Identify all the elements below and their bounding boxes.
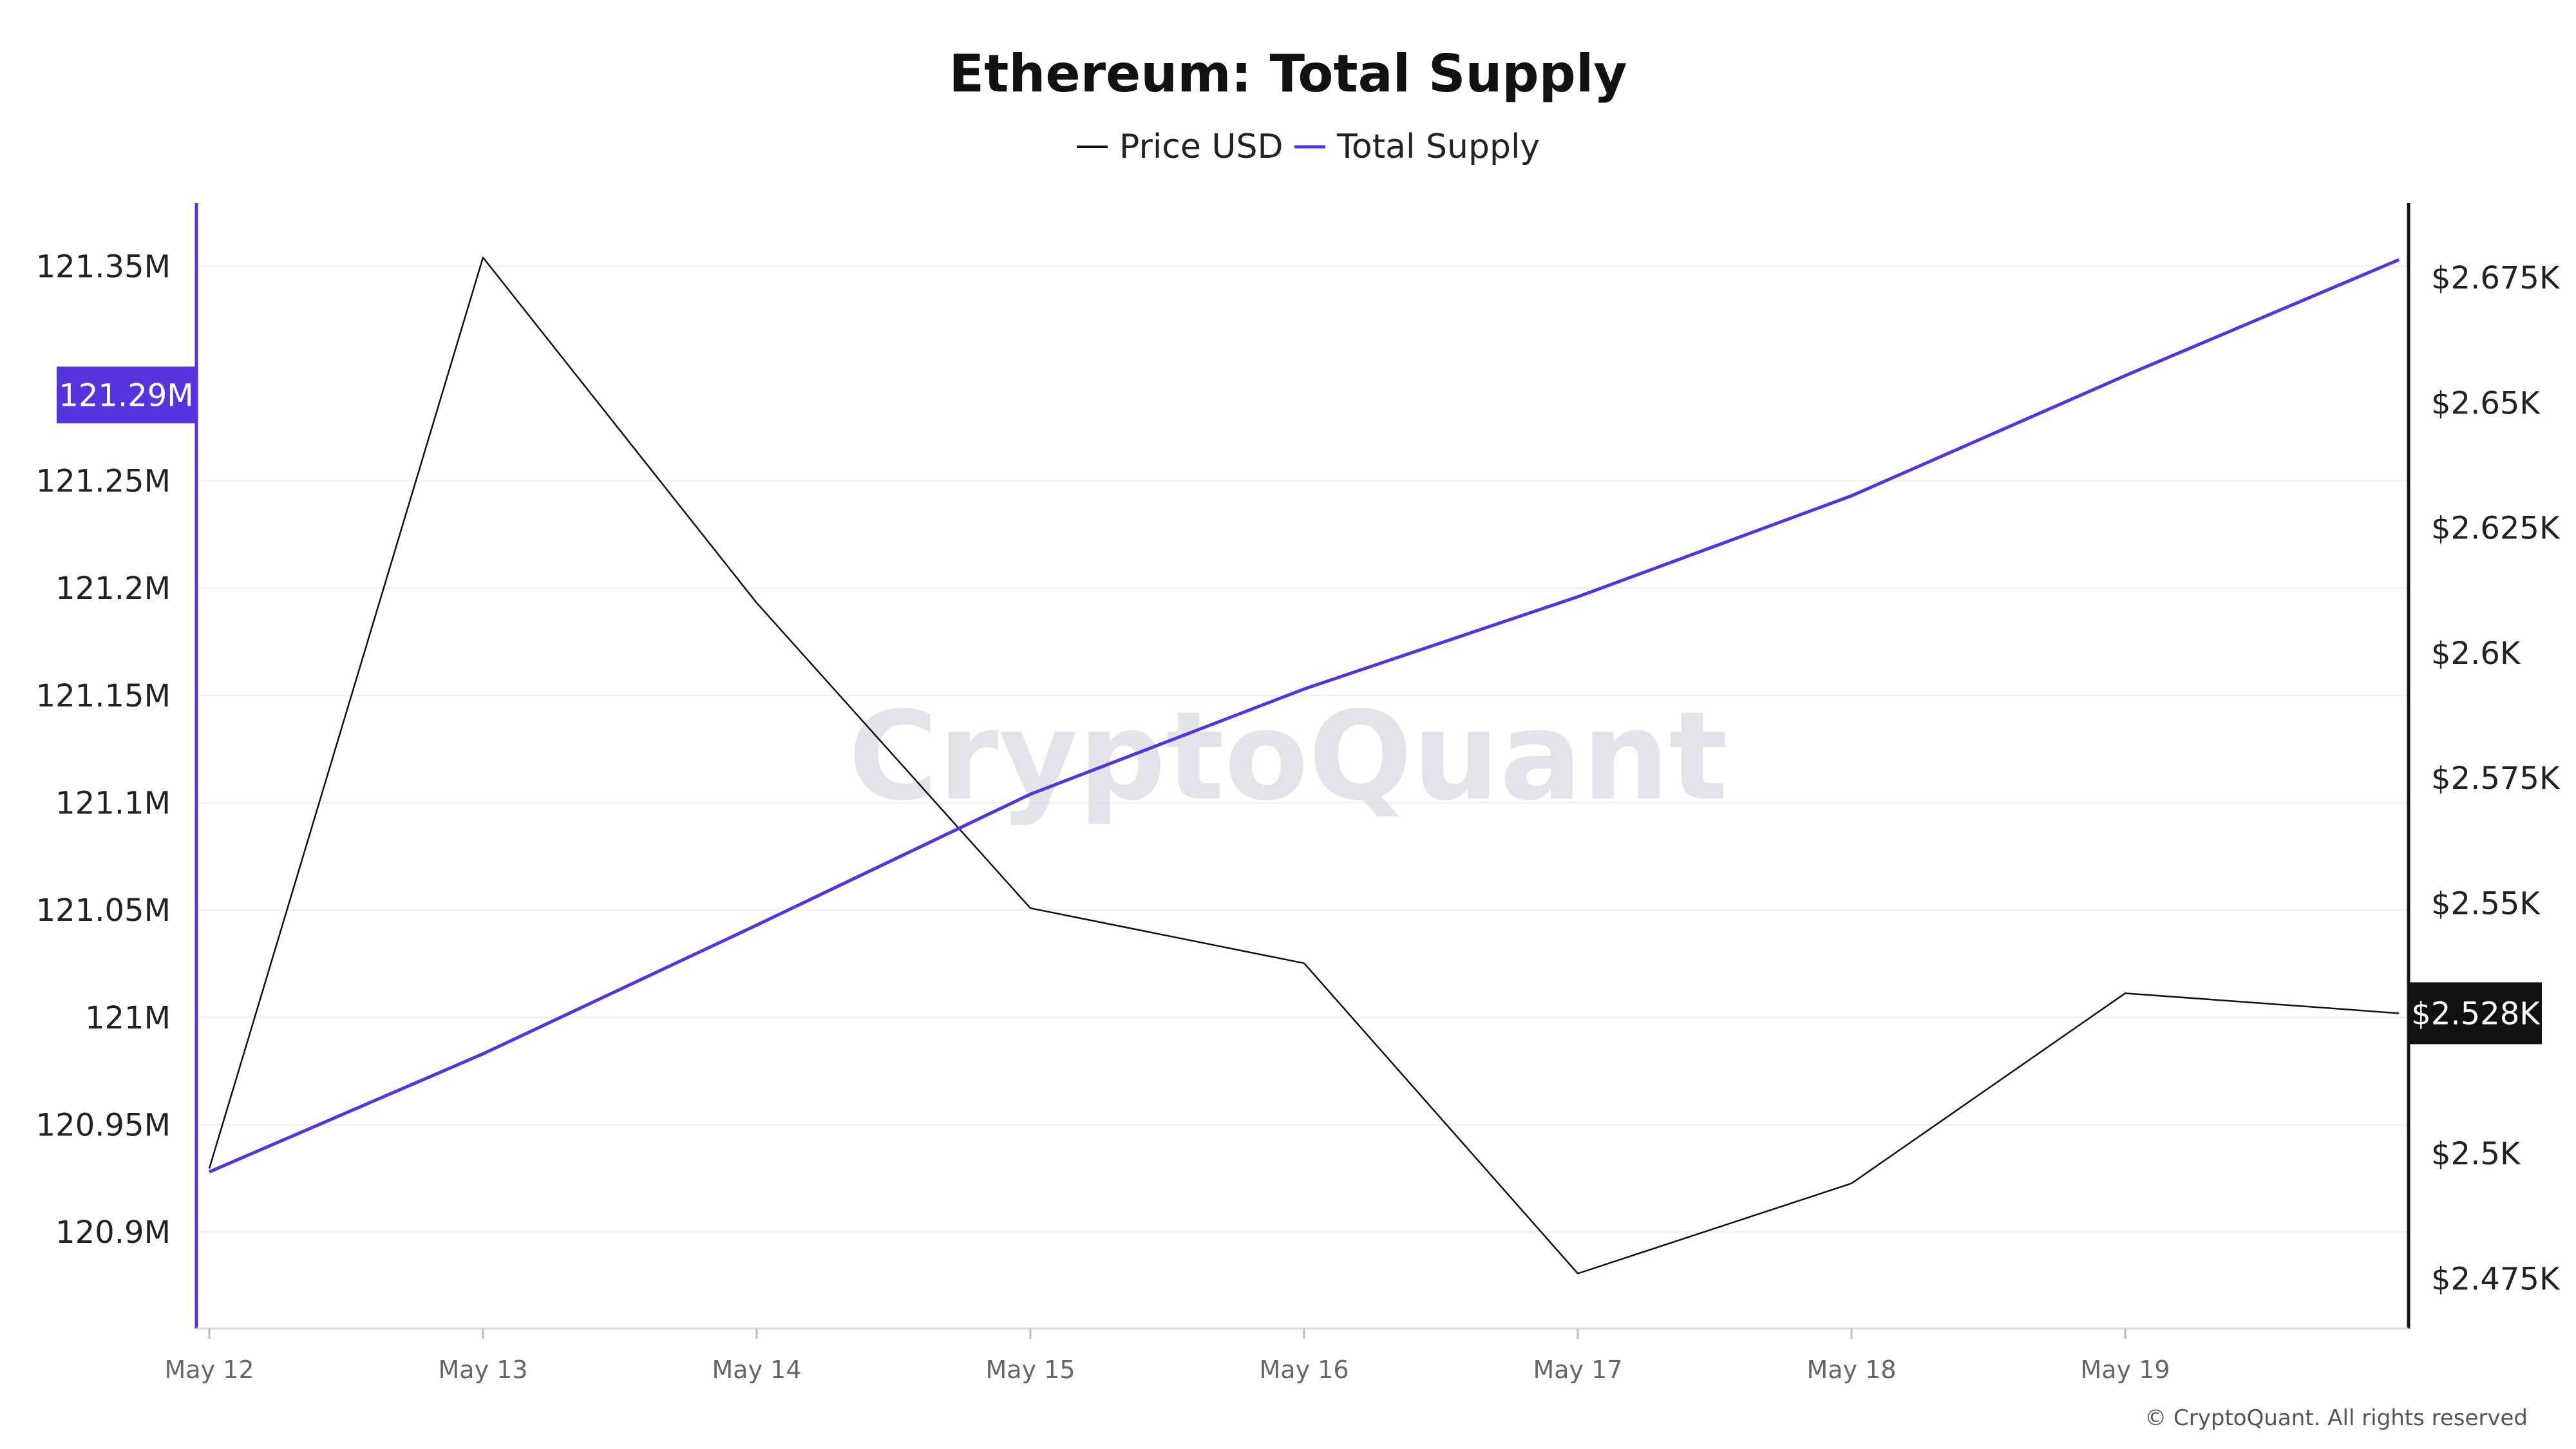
left-value-badge: [57, 366, 195, 424]
data-point: [2125, 375, 2126, 376]
right-tick-label: $2.675K: [2431, 260, 2561, 296]
right-tick-label: $2.65K: [2431, 385, 2541, 421]
x-tick-label: May 15: [986, 1356, 1075, 1384]
x-tick-label: May 17: [1533, 1356, 1623, 1384]
right-value-badge: [2410, 982, 2542, 1045]
watermark: CryptoQuant: [848, 685, 1727, 828]
data-point: [482, 257, 484, 258]
series: [208, 256, 2400, 1274]
x-axis-ticks: May 12 May 13 May 14 May 15 May 16 May 17 May …: [165, 1329, 2170, 1384]
data-point: [1030, 793, 1031, 795]
chart-title: Ethereum: Total Supply: [949, 44, 1627, 104]
data-point: [209, 1168, 210, 1169]
right-tick-label: $2.55K: [2431, 886, 2541, 922]
legend-item-supply[interactable]: Total Supply: [1294, 128, 1540, 166]
legend: Price USD Total Supply: [1077, 128, 1540, 166]
right-axis-ticks: $2.475K $2.5K $2.55K $2.575K $2.6K $2.625K $2.…: [2431, 260, 2561, 1297]
left-tick-label: 121.05M: [36, 893, 171, 929]
data-point: [2125, 992, 2126, 994]
legend-label-price: Price USD: [1119, 128, 1283, 166]
data-point: [1030, 907, 1031, 909]
right-tick-label: $2.5K: [2431, 1136, 2521, 1172]
right-tick-label: $2.625K: [2431, 511, 2561, 547]
data-point: [2398, 1012, 2400, 1014]
right-tick-label: $2.6K: [2431, 636, 2521, 672]
left-tick-label: 121.1M: [55, 785, 171, 821]
legend-label-supply: Total Supply: [1336, 128, 1540, 166]
data-point: [209, 1171, 210, 1173]
x-tick-label: May 13: [439, 1356, 528, 1384]
value-badges: 121.29M $2.528K: [57, 366, 2542, 1045]
left-tick-label: 121M: [85, 1000, 171, 1036]
x-tick-label: May 19: [2081, 1356, 2170, 1384]
grid-lines: [196, 265, 2409, 1233]
x-tick-label: May 12: [165, 1356, 254, 1384]
left-tick-label: 121.35M: [36, 249, 171, 285]
left-axis-ticks: 120.9M 120.95M 121M 121.05M 121.1M 121.15M 121…: [36, 249, 171, 1251]
left-tick-label: 120.9M: [55, 1215, 171, 1251]
axes: [194, 203, 2410, 1330]
left-value-badge-label: 121.29M: [59, 377, 193, 413]
left-tick-label: 120.95M: [36, 1107, 171, 1143]
right-value-badge-label: $2.528K: [2411, 996, 2541, 1032]
left-tick-label: 121.25M: [36, 464, 171, 500]
left-tick-label: 121.2M: [55, 571, 171, 607]
x-tick-label: May 16: [1260, 1356, 1349, 1384]
x-tick-label: May 18: [1807, 1356, 1897, 1384]
left-tick-label: 121.15M: [36, 678, 171, 714]
right-tick-label: $2.475K: [2431, 1261, 2561, 1297]
legend-item-price[interactable]: Price USD: [1077, 128, 1283, 166]
right-tick-label: $2.575K: [2431, 761, 2561, 797]
copyright-text: © CryptoQuant. All rights reserved: [2145, 1405, 2528, 1431]
x-tick-label: May 14: [712, 1356, 802, 1384]
data-point: [1303, 688, 1305, 690]
